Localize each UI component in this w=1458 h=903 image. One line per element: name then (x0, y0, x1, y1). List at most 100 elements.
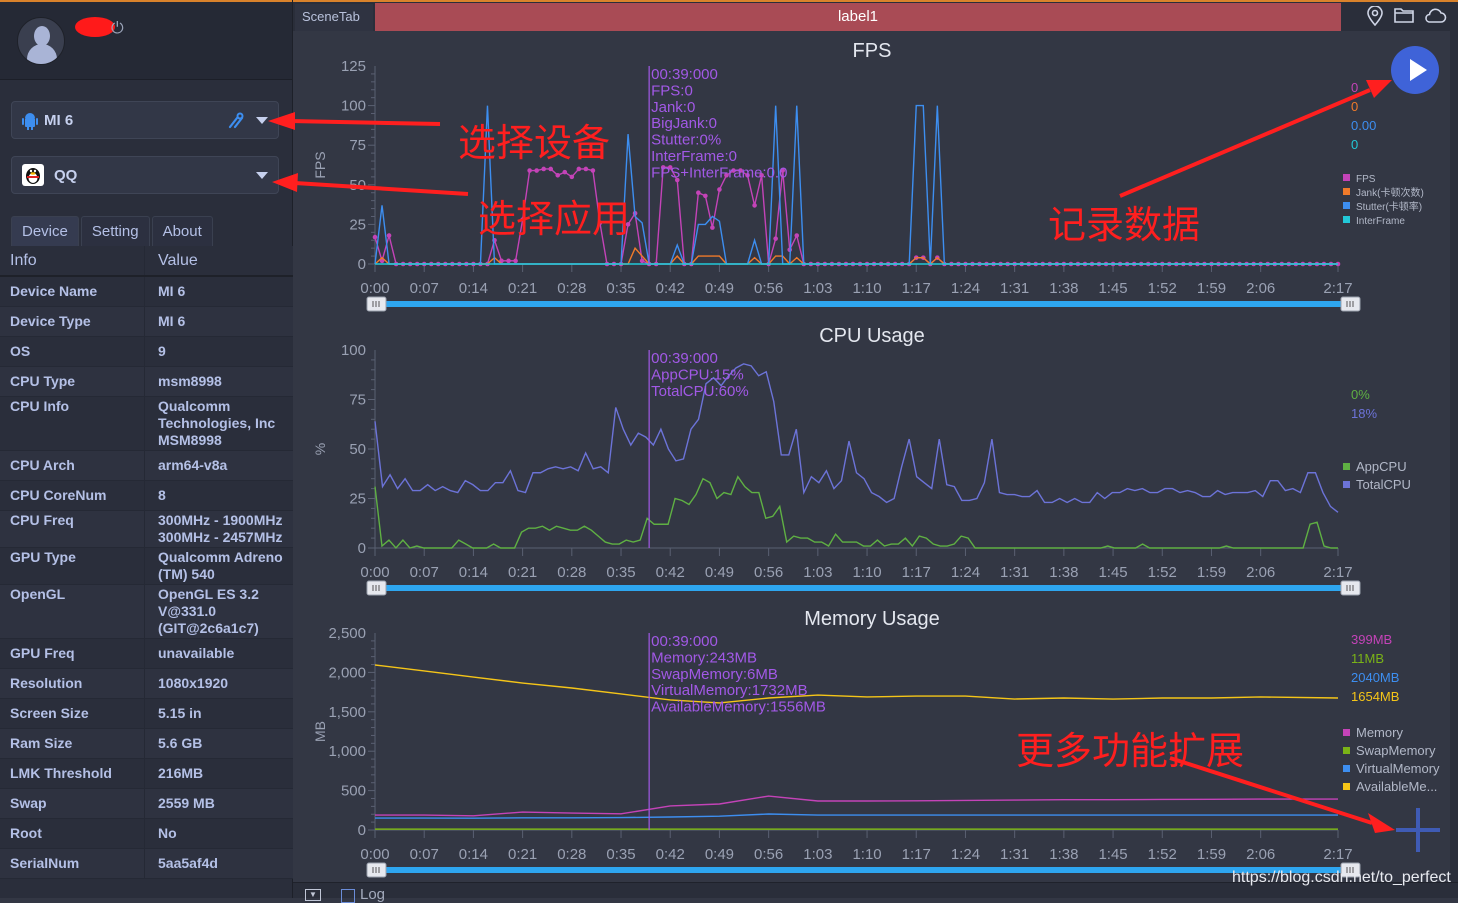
info-key: CPU Arch (0, 451, 145, 480)
data-point (738, 168, 743, 173)
data-point (667, 165, 673, 170)
record-play-button[interactable] (1391, 46, 1439, 94)
data-point (639, 258, 645, 264)
info-key: Device Type (0, 307, 145, 336)
usb-cable-icon[interactable] (227, 112, 245, 130)
legend-entry[interactable]: FPS (1356, 174, 1376, 185)
data-point (548, 166, 554, 172)
vertical-scrollbar[interactable] (1450, 31, 1458, 882)
tooltip-line: TotalCPU:60% (651, 383, 749, 400)
info-value: OpenGL ES 3.2 V@331.0 (GIT@2c6a1c7) (158, 586, 259, 636)
info-key: LMK Threshold (0, 759, 145, 788)
y-tick-label: 100 (341, 98, 366, 115)
table-row: CPU Info Qualcomm Technologies, Inc MSM89… (0, 397, 293, 451)
x-tick-label: 1:52 (1148, 846, 1177, 863)
y-tick-label: 1,000 (328, 743, 366, 760)
y-tick-label: 1,500 (328, 704, 366, 721)
range-slider-track[interactable] (385, 585, 1345, 591)
data-point (597, 220, 603, 226)
chart-title: FPS (853, 40, 892, 62)
info-value: unavailable (158, 645, 235, 661)
legend-entry[interactable]: InterFrame (1356, 216, 1405, 227)
y-tick-label: 2,500 (328, 625, 366, 642)
info-key: Screen Size (0, 699, 145, 728)
range-slider-track[interactable] (385, 867, 1345, 873)
series-line-1 (374, 246, 1338, 265)
app-select[interactable]: QQ (11, 156, 279, 194)
data-point (590, 168, 596, 173)
tab-scene[interactable]: SceneTab (295, 4, 373, 31)
x-tick-label: 1:31 (1000, 564, 1029, 581)
chart-title: Memory Usage (804, 608, 940, 630)
table-row: Device Name MI 6 (0, 277, 293, 307)
data-point (513, 258, 518, 264)
x-tick-label: 0:42 (656, 280, 685, 297)
table-row: GPU Freq unavailable (0, 639, 293, 669)
location-pin-icon[interactable] (1366, 6, 1384, 26)
log-checkbox[interactable] (341, 889, 355, 903)
data-point (527, 168, 532, 173)
info-key: GPU Type (0, 548, 145, 584)
y-axis-label: FPS (312, 151, 328, 178)
x-tick-label: 1:52 (1148, 564, 1177, 581)
y-tick-label: 500 (341, 783, 366, 800)
x-tick-label: 0:21 (508, 846, 537, 863)
legend-swatch (1343, 765, 1350, 772)
info-value: 5.6 GB (158, 735, 203, 751)
data-point (717, 187, 722, 192)
legend-entry[interactable]: TotalCPU (1356, 477, 1411, 492)
x-tick-label: 0:49 (705, 564, 734, 581)
data-point (794, 233, 800, 238)
x-tick-label: 0:14 (459, 846, 488, 863)
legend-entry[interactable]: AppCPU (1356, 459, 1407, 474)
top-bar: SceneTab label1 (293, 0, 1458, 31)
chevron-down-icon[interactable] (256, 172, 268, 179)
tooltip-line: 00:39:000 (651, 633, 718, 650)
legend-entry[interactable]: Jank(卡顿次数) (1356, 186, 1424, 199)
y-tick-label: 2,000 (328, 664, 366, 681)
avatar-user-silhouette-icon[interactable] (17, 17, 65, 65)
data-point (499, 258, 504, 264)
log-dropdown-chevron-icon[interactable]: ▼ (305, 889, 321, 901)
tab-device[interactable]: Device (11, 216, 79, 246)
table-row: Device Type MI 6 (0, 307, 293, 337)
legend-entry[interactable]: VirtualMemory (1356, 761, 1440, 776)
x-tick-label: 1:45 (1098, 846, 1127, 863)
annotation-select-app: 选择应用 (478, 199, 631, 241)
folder-icon[interactable] (1394, 6, 1414, 24)
legend-entry[interactable]: Stutter(卡顿率) (1356, 200, 1422, 213)
series-line-1 (374, 363, 1339, 513)
x-tick-label: 0:00 (360, 280, 389, 297)
x-tick-label: 1:10 (852, 846, 881, 863)
x-tick-label: 1:17 (902, 564, 931, 581)
device-info-table: Info Value Device Name MI 6 Device Type MI … (0, 246, 293, 879)
chevron-down-icon[interactable] (256, 117, 268, 124)
more-features-plus-button[interactable] (1396, 808, 1440, 852)
series-current-value: 18% (1351, 406, 1377, 421)
legend-entry[interactable]: AvailableMe... (1356, 779, 1437, 794)
x-tick-label: 1:31 (1000, 846, 1029, 863)
tab-setting[interactable]: Setting (80, 216, 150, 246)
device-select[interactable]: MI 6 (11, 101, 279, 139)
x-tick-label: 0:56 (754, 280, 783, 297)
cloud-icon[interactable] (1423, 6, 1447, 24)
legend-entry[interactable]: SwapMemory (1356, 743, 1436, 758)
data-point (569, 174, 575, 180)
info-value: msm8998 (158, 373, 222, 389)
data-point (386, 233, 392, 238)
y-tick-label: 100 (341, 342, 366, 359)
tooltip-line: SwapMemory:6MB (651, 666, 778, 683)
column-header-value: Value (158, 252, 198, 269)
info-key: Root (0, 819, 145, 848)
tab-about[interactable]: About (151, 216, 213, 246)
range-slider-track[interactable] (385, 301, 1345, 307)
x-tick-label: 1:24 (951, 846, 980, 863)
table-row: CPU Arch arm64-v8a (0, 451, 293, 481)
x-tick-label: 0:14 (459, 280, 488, 297)
info-value: 5aa5af4d (158, 855, 218, 871)
power-icon[interactable]: ⏻ (111, 20, 124, 37)
legend-swatch (1343, 202, 1350, 209)
x-tick-label: 0:21 (508, 564, 537, 581)
legend-entry[interactable]: Memory (1356, 725, 1403, 740)
y-axis-label: MB (312, 721, 328, 742)
